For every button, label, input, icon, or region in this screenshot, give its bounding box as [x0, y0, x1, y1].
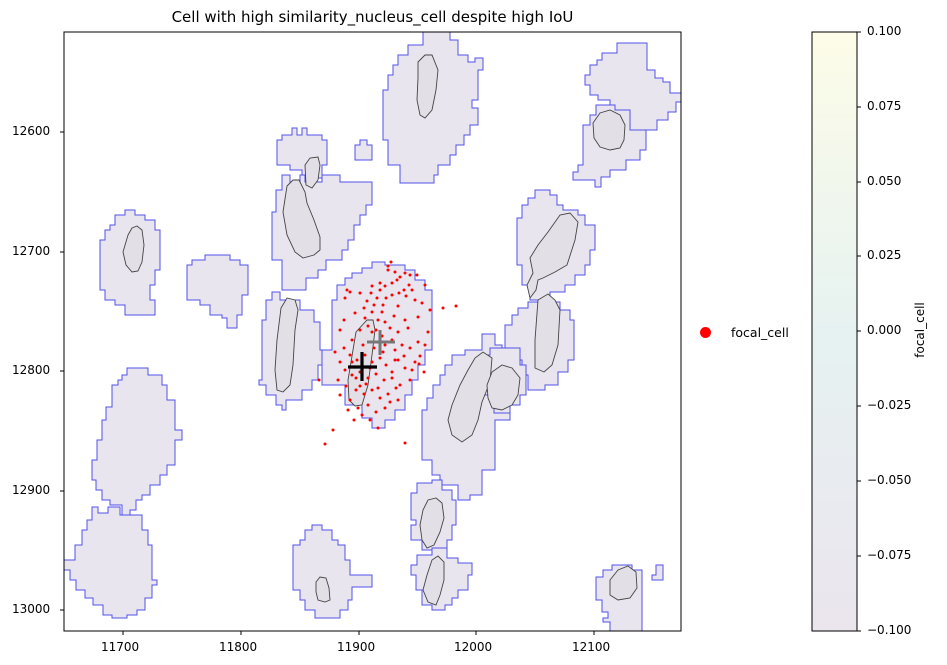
x-tick-label: 12100 — [572, 640, 611, 654]
cell-centroid-marker — [348, 352, 377, 381]
colorbar-tick-label: 0.025 — [867, 248, 902, 262]
y-tick-label: 12800 — [12, 363, 51, 377]
y-tick-label: 13000 — [12, 602, 51, 616]
colorbar-tick-label: −0.075 — [867, 548, 912, 562]
colorbar-tick-label: 0.000 — [867, 323, 902, 337]
y-tick-label: 12900 — [12, 483, 51, 497]
legend: focal_cell — [700, 322, 789, 342]
y-tick-label: 12600 — [12, 124, 51, 138]
colorbar — [811, 31, 861, 632]
colorbar-tick-label: 0.100 — [867, 24, 902, 38]
colorbar-tick-label: −0.025 — [867, 398, 912, 412]
nucleus-centroid-marker — [367, 330, 395, 355]
x-tick-label: 11700 — [101, 640, 140, 654]
colorbar-label: focal_cell — [913, 302, 927, 358]
focal-cell-transcripts — [317, 260, 458, 446]
colorbar-tick-label: 0.075 — [867, 99, 902, 113]
plot-area — [63, 31, 682, 632]
x-tick-label: 11900 — [337, 640, 376, 654]
legend-marker-icon — [700, 326, 711, 338]
y-axis-ticks — [60, 131, 64, 611]
y-tick-label: 12700 — [12, 244, 51, 258]
x-tick-label: 12000 — [454, 640, 493, 654]
colorbar-tick-label: 0.050 — [867, 174, 902, 188]
x-axis-ticks — [122, 631, 595, 635]
colorbar-tick-label: −0.100 — [867, 623, 912, 637]
legend-label: focal_cell — [731, 324, 789, 340]
chart-title: Cell with high similarity_nucleus_cell d… — [171, 8, 574, 26]
colorbar-tick-label: −0.050 — [867, 473, 912, 487]
x-tick-label: 11800 — [219, 640, 258, 654]
